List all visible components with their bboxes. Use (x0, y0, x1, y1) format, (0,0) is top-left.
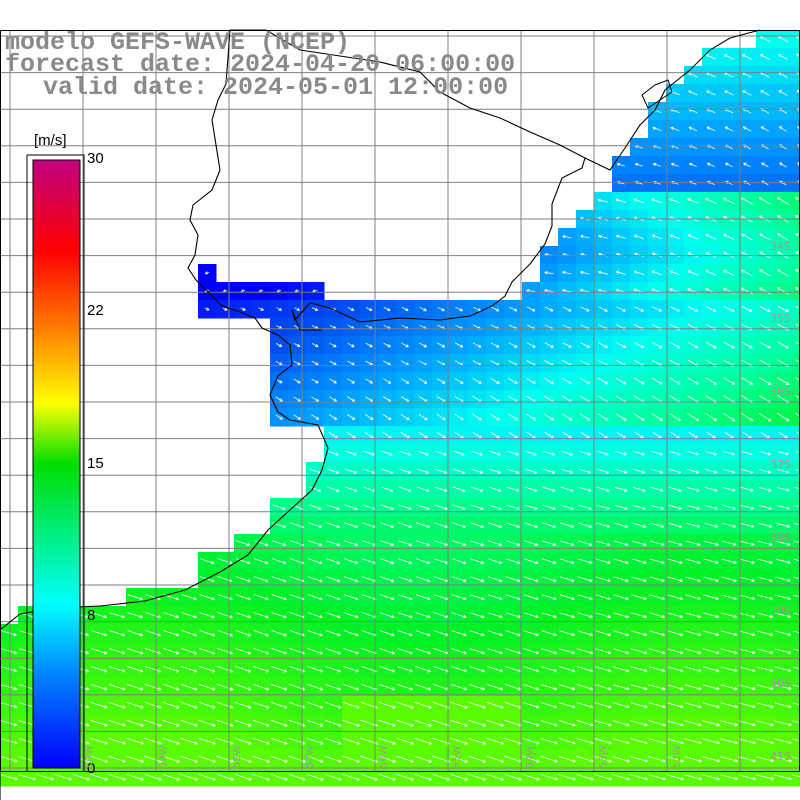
lon-label-59w: 59W (158, 745, 169, 768)
lon-label-53w: 53W (598, 745, 609, 768)
lat-label-38s: 38S (770, 531, 791, 544)
colorbar-gradient (32, 159, 81, 769)
lat-label-36s: 36S (770, 385, 791, 398)
colorbar-tick-8: 8 (87, 607, 96, 624)
colorbar-tick-30: 30 (87, 150, 104, 167)
title-valid-date: valid date: 2024-05-01 12:00:00 (43, 73, 509, 102)
wind-speed-field (0, 30, 800, 787)
wind-vector-arrows (0, 35, 800, 781)
lon-label-60w: 60W (84, 745, 95, 768)
lon-label-55w: 55W (452, 745, 463, 768)
lat-label-40s: 40S (770, 677, 791, 690)
lat-label-34s: 34S (770, 240, 791, 253)
colorbar-unit: [m/s] (34, 132, 67, 149)
lat-label-37s: 37S (770, 458, 791, 471)
lat-label-41s: 41S (770, 750, 791, 763)
lon-label-57w: 57W (305, 745, 316, 768)
coastline (0, 29, 586, 800)
lat-label-35s: 35S (770, 312, 791, 325)
colorbar-tick-22: 22 (87, 302, 104, 319)
lon-label-54w: 54W (525, 745, 536, 768)
lon-label-56w: 56W (378, 745, 389, 768)
lon-label-58w: 58W (232, 745, 243, 768)
title-model: modelo GEFS-WAVE (NCEP) (5, 28, 351, 57)
lat-label-39s: 39S (770, 604, 791, 617)
colorbar-bracket (26, 154, 85, 772)
colorbar (26, 154, 85, 772)
colorbar-tick-0: 0 (87, 760, 96, 777)
colorbar-tick-15: 15 (87, 455, 104, 472)
inland-lagoon (641, 79, 673, 109)
title-forecast-date: forecast date: 2024-04-20 06:00:00 (5, 50, 516, 79)
lat-lon-grid (0, 30, 800, 772)
lon-label-52w: 52W (672, 745, 683, 768)
